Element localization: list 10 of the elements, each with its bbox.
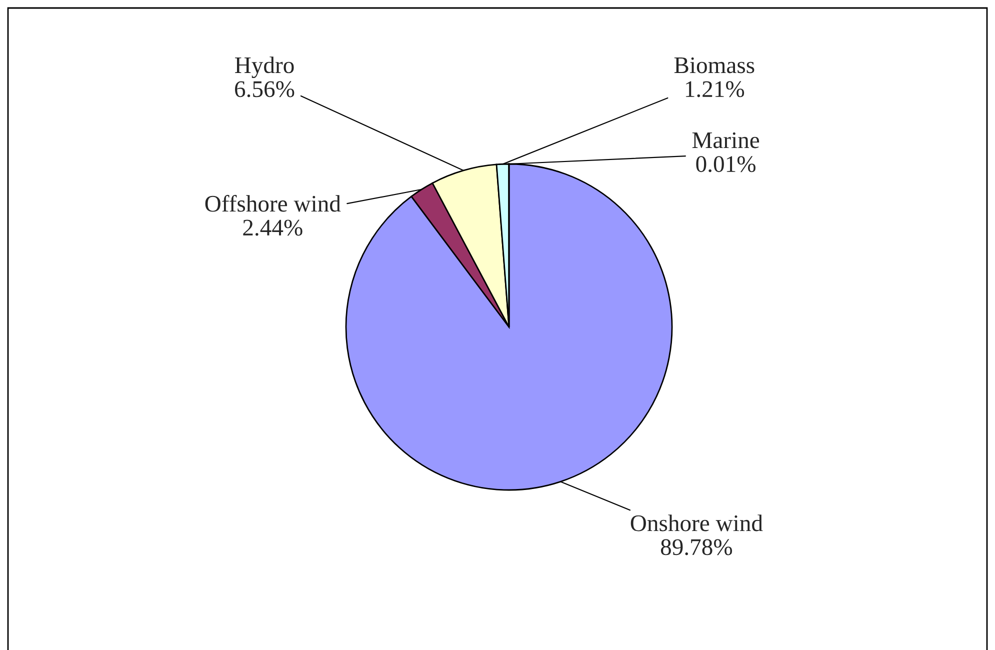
data-label: 2.44%: [243, 220, 302, 236]
slice-label: Biomass: [674, 57, 754, 74]
data-label: 0.01%: [696, 156, 756, 172]
slice-label: Hydro: [235, 56, 294, 78]
data-label: 1.21%: [686, 81, 744, 98]
slice-label: Offshore wind: [205, 194, 341, 212]
data-label: 6.56%: [235, 81, 294, 98]
slice-label: Onshore wind: [630, 514, 763, 532]
slice-label: Marine: [692, 132, 760, 148]
data-label: 89.78%: [660, 539, 732, 556]
